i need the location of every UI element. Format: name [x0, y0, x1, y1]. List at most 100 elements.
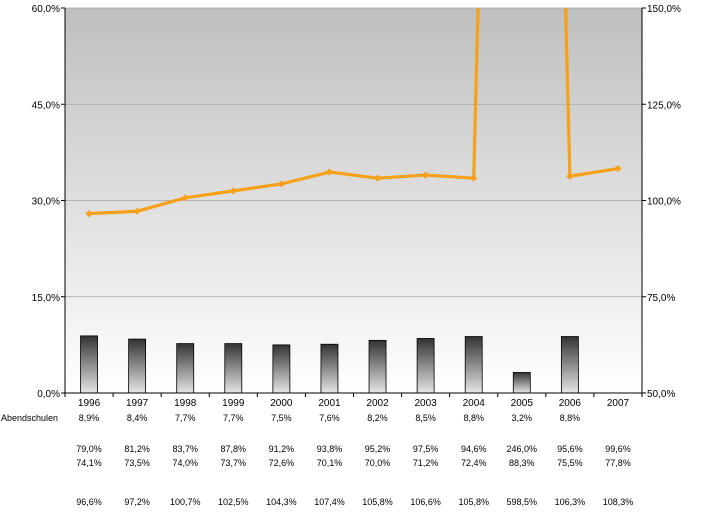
table-cell: 81,2%: [124, 444, 150, 454]
bar: [368, 339, 387, 394]
category-label: 2004: [463, 398, 486, 409]
table-cell: 105,8%: [362, 497, 393, 507]
category-label: 2005: [511, 398, 534, 409]
table-cell: 104,3%: [266, 497, 297, 507]
table-cell: 8,2%: [367, 413, 388, 423]
table-cell: 106,3%: [555, 497, 586, 507]
table-cell: 94,6%: [461, 444, 487, 454]
bar: [416, 338, 435, 394]
line-point: [325, 168, 334, 176]
bar: [128, 338, 147, 394]
category-label: 2001: [318, 398, 341, 409]
table-cell: 7,7%: [175, 413, 196, 423]
left-tick-label: 60,0%: [32, 4, 60, 15]
table-cell: 8,8%: [560, 413, 581, 423]
table-cell: 93,8%: [317, 444, 343, 454]
line-point: [133, 207, 141, 215]
table-cell: 7,5%: [271, 413, 292, 423]
table-cell: 8,9%: [79, 413, 100, 423]
line-path: [88, 8, 619, 216]
bar: [464, 336, 483, 394]
bar: [320, 343, 339, 394]
table-cell: 91,2%: [269, 444, 295, 454]
bar: [272, 344, 291, 394]
category-label: 1998: [174, 398, 197, 409]
table-cell: 3,2%: [512, 413, 533, 423]
line-point: [566, 172, 574, 180]
line-point: [373, 174, 382, 182]
right-tick-label: 50,0%: [647, 389, 675, 400]
right-axis-ticks: 50,0% 75,0% 100,0% 125,0% 150,0%: [647, 4, 681, 400]
bar: [512, 372, 531, 394]
category-label: 2003: [415, 398, 438, 409]
table-cell: 83,7%: [172, 444, 198, 454]
table-cell: 88,3%: [509, 458, 535, 468]
table-cell: 8,8%: [463, 413, 484, 423]
table-cell: 73,7%: [221, 458, 247, 468]
bar: [224, 343, 243, 394]
category-label: 2002: [366, 398, 389, 409]
right-tick-label: 100,0%: [647, 197, 681, 208]
table-cell: 95,6%: [557, 444, 583, 454]
left-tick-label: 30,0%: [32, 197, 60, 208]
gridlines: [65, 7, 642, 298]
bars: [80, 335, 579, 394]
table-cell: 70,1%: [317, 458, 343, 468]
line-point: [85, 209, 93, 218]
line-point: [470, 174, 478, 182]
table-cell: 107,4%: [314, 497, 345, 507]
line-point: [614, 164, 622, 173]
table-cell: 74,0%: [172, 458, 198, 468]
left-axis-ticks: 0,0% 15,0% 30,0% 45,0% 60,0%: [32, 4, 60, 400]
bar: [176, 343, 195, 394]
table-cell: 75,5%: [557, 458, 583, 468]
bar: [80, 335, 98, 394]
category-label: 2000: [270, 398, 293, 409]
left-tick-label: 0,0%: [37, 389, 60, 400]
data-table: Abendschulen 8,9% 8,4% 7,7% 7,7% 7,5% 7,6% 8,2%…: [1, 413, 633, 507]
table-cell: 102,5%: [218, 497, 249, 507]
table-cell: 106,6%: [410, 497, 441, 507]
right-tick-label: 150,0%: [647, 4, 681, 15]
table-cell: 77,8%: [605, 458, 631, 468]
bar: [560, 336, 579, 394]
table-cell: 87,8%: [221, 444, 247, 454]
table-cell: 71,2%: [413, 458, 439, 468]
left-tick-label: 45,0%: [32, 100, 60, 111]
table-cell: 95,2%: [365, 444, 391, 454]
table-cell: 74,1%: [76, 458, 102, 468]
table-cell: 97,2%: [124, 497, 150, 507]
right-tick-label: 125,0%: [647, 100, 681, 111]
line-series: [85, 8, 622, 218]
table-cell: 100,7%: [170, 497, 201, 507]
table-cell: 79,0%: [76, 444, 102, 454]
table-cell: 7,7%: [223, 413, 244, 423]
table-row-label: Abendschulen: [1, 413, 58, 423]
table-cell: 96,6%: [76, 497, 102, 507]
category-label: 1996: [78, 398, 101, 409]
right-tick-label: 75,0%: [647, 293, 675, 304]
table-cell: 72,4%: [461, 458, 487, 468]
line-point: [277, 180, 285, 188]
line-point: [422, 171, 430, 179]
table-cell: 99,6%: [605, 444, 631, 454]
left-tick-label: 15,0%: [32, 293, 60, 304]
table-cell: 8,5%: [415, 413, 436, 423]
category-label: 1999: [222, 398, 245, 409]
category-label: 2006: [559, 398, 582, 409]
table-cell: 246,0%: [507, 444, 538, 454]
line-point: [229, 187, 237, 195]
table-cell: 73,5%: [124, 458, 150, 468]
table-cell: 105,8%: [458, 497, 489, 507]
table-cell: 7,6%: [319, 413, 340, 423]
table-cell: 97,5%: [413, 444, 439, 454]
category-labels: 1996 1997 1998 1999 2000 2001 2002 2003 2004 2005…: [78, 398, 630, 409]
category-label: 1997: [126, 398, 149, 409]
category-label: 2007: [607, 398, 630, 409]
table-cell: 8,4%: [127, 413, 148, 423]
table-cell: 108,3%: [603, 497, 634, 507]
table-cell: 70,0%: [365, 458, 391, 468]
axes: [61, 7, 646, 397]
line-point: [181, 194, 189, 202]
